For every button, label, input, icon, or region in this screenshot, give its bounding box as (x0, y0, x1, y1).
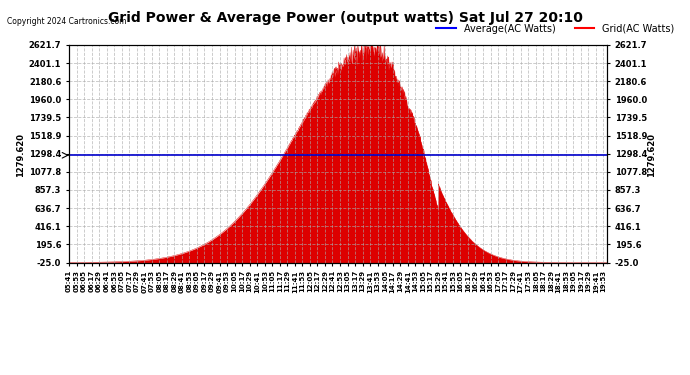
Text: 1279.620: 1279.620 (647, 133, 656, 177)
Legend: Average(AC Watts), Grid(AC Watts): Average(AC Watts), Grid(AC Watts) (433, 20, 678, 38)
Text: Copyright 2024 Cartronics.com: Copyright 2024 Cartronics.com (7, 17, 126, 26)
Text: 1279.620: 1279.620 (17, 133, 26, 177)
Text: Grid Power & Average Power (output watts) Sat Jul 27 20:10: Grid Power & Average Power (output watts… (108, 11, 582, 25)
